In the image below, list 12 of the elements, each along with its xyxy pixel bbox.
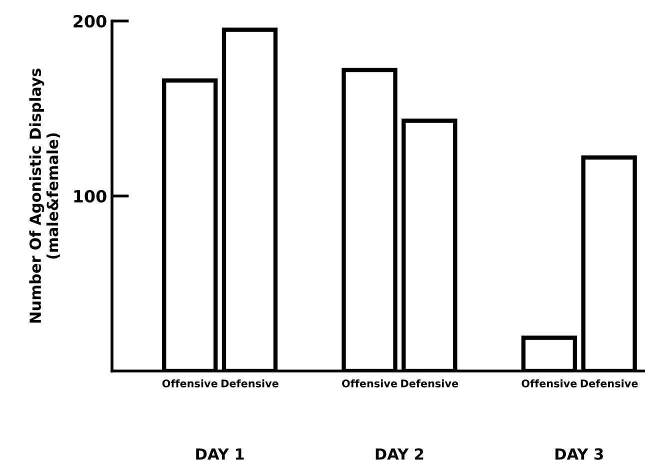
y-axis-title: Number Of Agonistic Displays (male&female) — [29, 68, 60, 323]
x-tick-label: Offensive — [522, 379, 577, 388]
x-tick-label: Defensive — [222, 379, 278, 388]
y-tick-label: 200 — [74, 14, 106, 28]
text: DAY 3 — [556, 448, 603, 460]
x-tick-label: Defensive — [580, 379, 638, 388]
x-tick-label: Offensive — [342, 379, 398, 388]
x-tick-label: Defensive — [401, 379, 458, 388]
x-tick-label: Offensive — [162, 379, 218, 388]
y-tick-label: 100 — [74, 190, 106, 203]
text: DAY 2 — [376, 448, 424, 460]
text: DAY 1 — [196, 448, 244, 460]
